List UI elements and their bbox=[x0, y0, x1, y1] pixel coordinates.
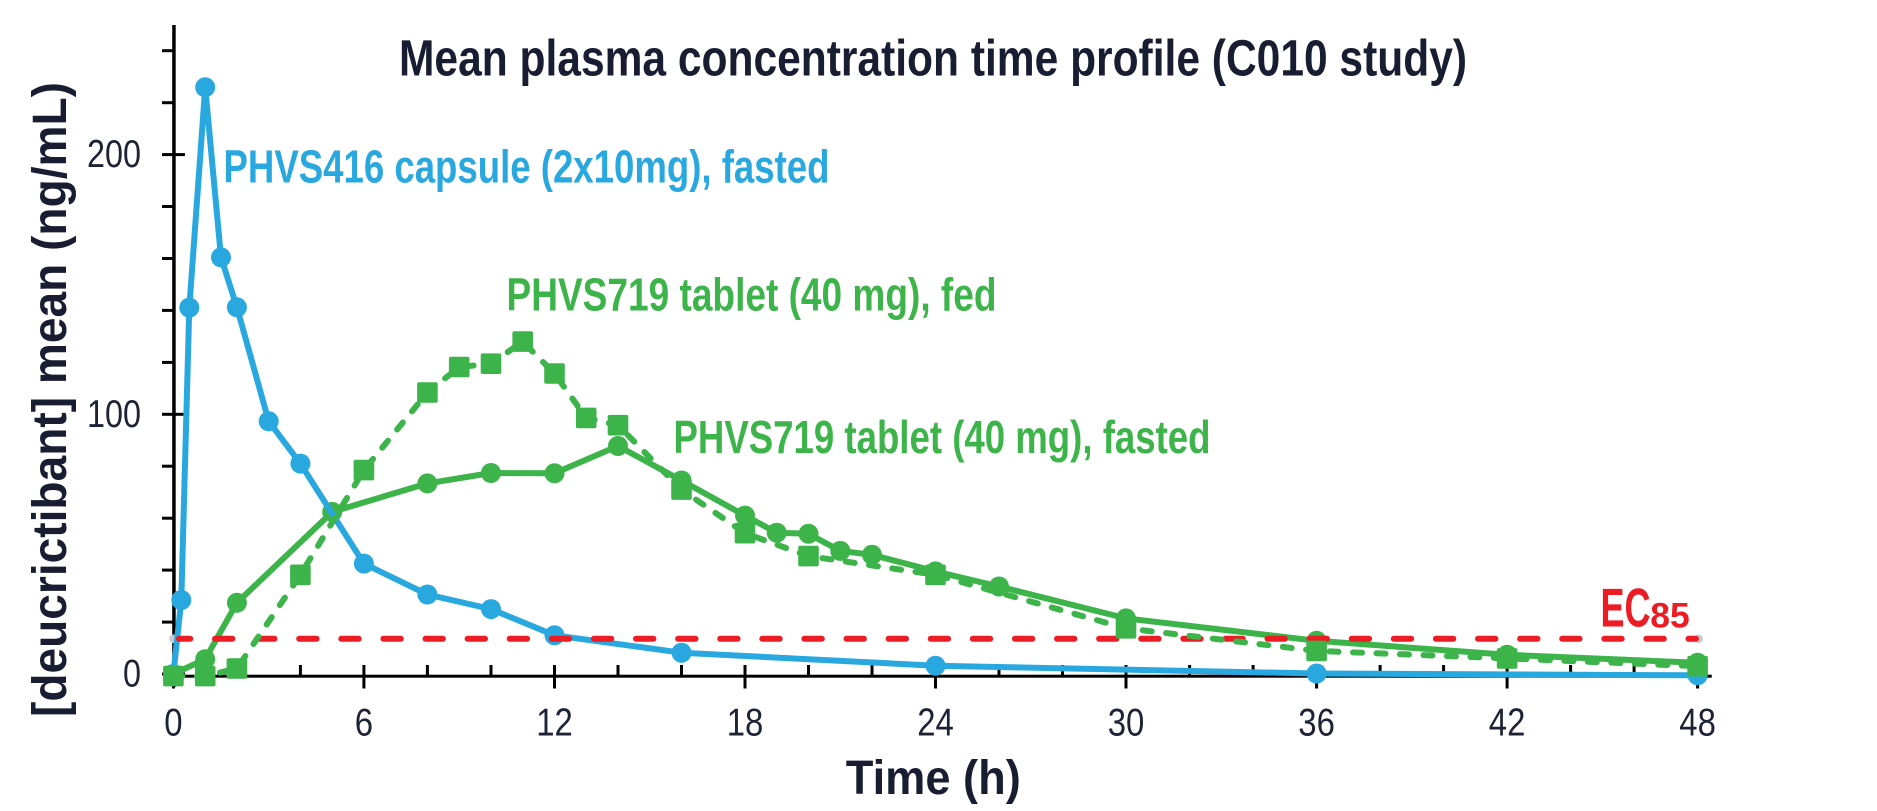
svg-text:PHVS719 tablet (40 mg), fasted: PHVS719 tablet (40 mg), fasted bbox=[674, 411, 1211, 463]
svg-text:18: 18 bbox=[727, 702, 764, 745]
svg-text:30: 30 bbox=[1108, 702, 1145, 745]
svg-text:Time (h): Time (h) bbox=[846, 752, 1021, 805]
svg-text:EC: EC bbox=[1601, 577, 1651, 639]
svg-text:12: 12 bbox=[536, 702, 573, 745]
svg-text:48: 48 bbox=[1679, 702, 1716, 745]
svg-text:0: 0 bbox=[164, 702, 182, 745]
svg-text:100: 100 bbox=[87, 393, 141, 436]
svg-text:PHVS719 tablet (40 mg), fed: PHVS719 tablet (40 mg), fed bbox=[507, 268, 997, 320]
svg-text:Mean plasma concentration time: Mean plasma concentration time profile (… bbox=[399, 30, 1467, 87]
svg-text:36: 36 bbox=[1298, 702, 1335, 745]
svg-text:24: 24 bbox=[917, 702, 954, 745]
svg-text:6: 6 bbox=[355, 702, 373, 745]
svg-text:[deucrictibant] mean (ng/mL): [deucrictibant] mean (ng/mL) bbox=[24, 82, 77, 717]
svg-text:42: 42 bbox=[1489, 702, 1526, 745]
svg-text:85: 85 bbox=[1650, 597, 1690, 636]
svg-text:200: 200 bbox=[87, 133, 141, 176]
svg-text:PHVS416 capsule (2x10mg), fast: PHVS416 capsule (2x10mg), fasted bbox=[224, 141, 830, 193]
svg-text:0: 0 bbox=[123, 653, 141, 696]
